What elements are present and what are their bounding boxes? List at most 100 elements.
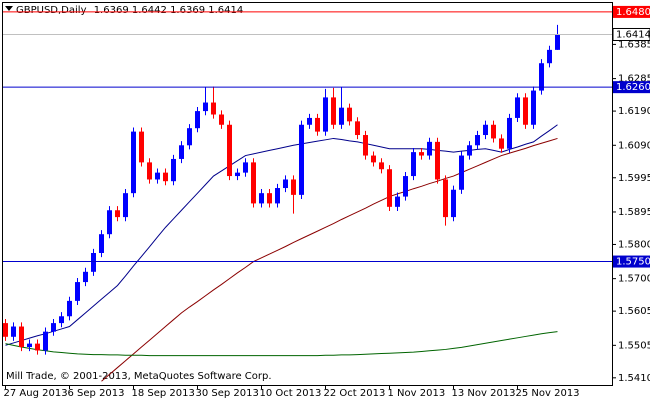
candle-body: [371, 155, 376, 163]
candle-body: [187, 128, 192, 146]
level-label: 1.6480: [616, 7, 650, 18]
y-tick-label: 1.5895: [618, 207, 650, 218]
candle-body: [163, 172, 168, 182]
candle-body: [347, 107, 352, 122]
candle-body: [51, 323, 56, 332]
price-label: 1.6414: [616, 29, 650, 40]
chart-header: GBPUSD,Daily 1.6369 1.6442 1.6369 1.6414: [16, 5, 243, 16]
x-tick-label: 30 Sep 2013: [196, 388, 259, 399]
menu-triangle: [5, 6, 13, 11]
low-value: 1.6369: [170, 5, 205, 16]
candle-body: [291, 179, 296, 195]
candle-body: [107, 210, 112, 235]
candle-body: [267, 193, 272, 204]
high-value: 1.6442: [132, 5, 167, 16]
candle-body: [35, 343, 40, 351]
candle-body: [115, 210, 120, 218]
candle-body: [515, 97, 520, 118]
candle-body: [195, 111, 200, 129]
plot: 1.6385 1.6285 1.6190 1.6090 1.5995 1.5895 1.58…: [3, 5, 650, 399]
candle-body: [11, 326, 16, 337]
x-tick-label: 6 Sep 2013: [68, 388, 125, 399]
moving-average: [101, 137, 558, 382]
level-label-box: [613, 81, 650, 94]
y-tick-label: 1.6090: [618, 140, 650, 151]
candle-body: [59, 316, 64, 324]
candle-body: [387, 169, 392, 207]
candle-body: [451, 189, 456, 218]
candle-body: [147, 162, 152, 180]
close-value: 1.6414: [208, 5, 243, 16]
candle-body: [179, 145, 184, 159]
candle-body: [139, 131, 144, 163]
y-tick-label: 1.5700: [618, 274, 650, 285]
candle-body: [243, 162, 248, 173]
candle-body: [555, 34, 560, 50]
moving-average: [5, 124, 558, 346]
candle-body: [315, 117, 320, 132]
candle-body: [483, 124, 488, 136]
candle-body: [531, 90, 536, 125]
candle-body: [275, 188, 280, 204]
level-label: 1.6260: [616, 82, 650, 93]
candle-body: [507, 117, 512, 149]
y-tick-label: 1.5995: [618, 173, 650, 184]
candle-body: [307, 117, 312, 125]
candle-body: [259, 193, 264, 204]
candle-body: [83, 271, 88, 283]
x-tick-label: 27 Aug 2013: [4, 388, 68, 399]
candle-body: [203, 102, 208, 112]
candle-body: [27, 343, 32, 348]
y-tick-label: 1.6190: [618, 106, 650, 117]
x-tick-label: 18 Sep 2013: [132, 388, 195, 399]
y-tick-label: 1.5410: [618, 373, 650, 384]
candle-body: [395, 196, 400, 207]
candle-body: [3, 323, 8, 337]
candle-body: [43, 331, 48, 351]
y-tick-label: 1.5800: [618, 239, 650, 250]
y-tick-label: 1.6285: [618, 74, 650, 85]
candle-body: [419, 152, 424, 156]
candle-body: [475, 135, 480, 146]
y-tick-label: 1.5505: [618, 340, 650, 351]
level-label-box: [613, 255, 650, 268]
candle-body: [283, 179, 288, 189]
candle-body: [467, 145, 472, 156]
candle-body: [251, 162, 256, 204]
candle-body: [67, 300, 72, 317]
candle-body: [403, 176, 408, 197]
x-tick-label: 13 Nov 2013: [452, 388, 516, 399]
candle-body: [155, 172, 160, 180]
candle-body: [171, 158, 176, 182]
y-tick-label: 1.5605: [618, 306, 650, 317]
candle-body: [411, 152, 416, 177]
candle-body: [499, 138, 504, 149]
level-label: 1.5750: [616, 257, 650, 268]
candle-body: [99, 234, 104, 254]
candle-body: [491, 124, 496, 139]
open-value: 1.6369: [94, 5, 129, 16]
candle-body: [427, 141, 432, 156]
candle-body: [339, 107, 344, 125]
candle-body: [547, 49, 552, 64]
y-tick-label: 1.6385: [618, 39, 650, 50]
candle-body: [219, 114, 224, 125]
moving-average: [5, 331, 558, 357]
candle-body: [331, 97, 336, 125]
x-tick-label: 25 Nov 2013: [516, 388, 580, 399]
candle-body: [75, 282, 80, 301]
candle-body: [435, 141, 440, 180]
x-tick-label: 1 Nov 2013: [388, 388, 446, 399]
candle-body: [443, 179, 448, 218]
copyright: Mill Trade, © 2001-2013, MetaQuotes Soft…: [6, 371, 272, 382]
candle-body: [19, 326, 24, 348]
candle-body: [123, 193, 128, 218]
candle-body: [523, 97, 528, 125]
symbol: GBPUSD,Daily: [16, 5, 87, 16]
plot-frame: [2, 2, 613, 386]
candle-body: [299, 124, 304, 195]
candle-body: [211, 102, 216, 115]
candle-body: [131, 131, 136, 194]
